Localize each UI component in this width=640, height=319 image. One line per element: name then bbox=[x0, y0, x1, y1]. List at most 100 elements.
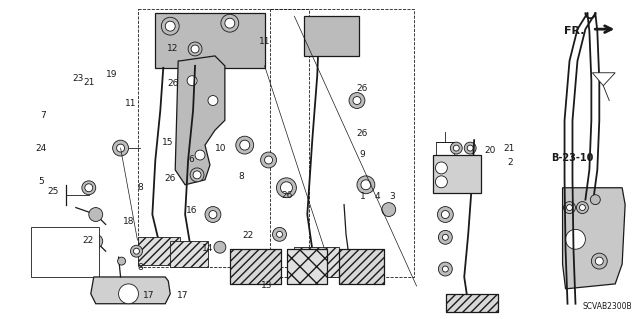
Text: 13: 13 bbox=[261, 281, 273, 291]
Text: 10: 10 bbox=[215, 144, 227, 153]
Text: 5: 5 bbox=[38, 176, 44, 186]
Circle shape bbox=[579, 204, 586, 211]
Bar bbox=[287, 249, 327, 284]
Circle shape bbox=[357, 176, 375, 194]
Text: 4: 4 bbox=[375, 192, 381, 201]
Text: 23: 23 bbox=[72, 74, 83, 83]
Circle shape bbox=[435, 162, 447, 174]
Circle shape bbox=[451, 142, 462, 154]
Text: 26: 26 bbox=[282, 191, 293, 200]
Bar bbox=[31, 227, 99, 277]
Circle shape bbox=[442, 266, 449, 272]
Bar bbox=[230, 249, 282, 284]
Circle shape bbox=[353, 97, 361, 105]
Text: 24: 24 bbox=[35, 144, 47, 153]
Bar bbox=[305, 16, 359, 56]
Text: 1: 1 bbox=[360, 192, 365, 201]
Bar bbox=[230, 249, 282, 284]
Bar bbox=[269, 9, 413, 277]
Text: 15: 15 bbox=[162, 137, 173, 147]
Circle shape bbox=[209, 211, 217, 219]
Text: 18: 18 bbox=[123, 217, 134, 226]
Circle shape bbox=[464, 142, 476, 154]
Text: 22: 22 bbox=[83, 236, 94, 245]
Text: 20: 20 bbox=[484, 145, 495, 154]
Circle shape bbox=[221, 14, 239, 32]
Text: 21: 21 bbox=[83, 78, 95, 86]
Circle shape bbox=[78, 244, 88, 254]
Circle shape bbox=[161, 17, 179, 35]
Text: 26: 26 bbox=[167, 79, 179, 88]
Circle shape bbox=[193, 171, 201, 179]
Circle shape bbox=[264, 156, 273, 164]
Text: 26: 26 bbox=[356, 84, 368, 93]
Bar bbox=[170, 241, 208, 267]
Bar bbox=[446, 294, 498, 312]
Circle shape bbox=[190, 168, 204, 182]
Circle shape bbox=[577, 202, 588, 213]
Text: 8: 8 bbox=[137, 263, 143, 271]
Circle shape bbox=[116, 144, 125, 152]
Circle shape bbox=[438, 230, 452, 244]
Text: 11: 11 bbox=[259, 37, 271, 46]
Polygon shape bbox=[593, 73, 615, 85]
Polygon shape bbox=[175, 56, 225, 185]
Circle shape bbox=[595, 257, 604, 265]
Text: 3: 3 bbox=[389, 192, 394, 201]
Circle shape bbox=[225, 18, 235, 28]
Text: 12: 12 bbox=[167, 44, 179, 53]
Bar bbox=[294, 247, 339, 277]
Text: 17: 17 bbox=[177, 291, 188, 300]
Circle shape bbox=[566, 229, 586, 249]
Text: 17: 17 bbox=[143, 291, 154, 300]
Text: 19: 19 bbox=[106, 70, 117, 78]
Text: 7: 7 bbox=[40, 111, 45, 120]
Circle shape bbox=[82, 181, 96, 195]
Circle shape bbox=[260, 152, 276, 168]
Bar bbox=[138, 237, 180, 265]
Circle shape bbox=[187, 76, 197, 85]
Circle shape bbox=[453, 145, 460, 151]
Circle shape bbox=[236, 136, 253, 154]
Circle shape bbox=[276, 178, 296, 198]
Circle shape bbox=[195, 150, 205, 160]
Circle shape bbox=[435, 176, 447, 188]
Circle shape bbox=[273, 227, 287, 241]
Bar bbox=[446, 294, 498, 312]
Circle shape bbox=[131, 245, 143, 257]
Text: 6: 6 bbox=[188, 155, 194, 164]
Text: SCVAB2300B: SCVAB2300B bbox=[582, 302, 632, 311]
Bar bbox=[138, 9, 309, 267]
Circle shape bbox=[208, 96, 218, 106]
Polygon shape bbox=[563, 188, 625, 289]
Circle shape bbox=[240, 140, 250, 150]
Circle shape bbox=[89, 234, 102, 248]
Circle shape bbox=[205, 207, 221, 222]
Circle shape bbox=[437, 207, 453, 222]
Text: 26: 26 bbox=[356, 129, 368, 138]
Bar bbox=[287, 249, 327, 284]
Circle shape bbox=[467, 145, 473, 151]
Circle shape bbox=[590, 195, 600, 204]
Circle shape bbox=[191, 45, 199, 53]
Circle shape bbox=[113, 140, 129, 156]
Polygon shape bbox=[91, 277, 170, 304]
Circle shape bbox=[165, 21, 175, 31]
Circle shape bbox=[442, 211, 449, 219]
Text: 8: 8 bbox=[239, 172, 244, 182]
Text: FR.: FR. bbox=[564, 26, 584, 36]
Text: 2: 2 bbox=[507, 158, 513, 167]
Text: 9: 9 bbox=[360, 150, 365, 159]
Circle shape bbox=[361, 180, 371, 190]
Circle shape bbox=[134, 248, 140, 254]
Circle shape bbox=[438, 262, 452, 276]
Text: 14: 14 bbox=[202, 243, 214, 253]
Circle shape bbox=[118, 284, 138, 304]
Circle shape bbox=[442, 234, 449, 240]
Circle shape bbox=[564, 202, 575, 213]
Circle shape bbox=[118, 257, 125, 265]
Bar bbox=[436, 142, 454, 167]
Circle shape bbox=[280, 182, 292, 194]
Text: 11: 11 bbox=[125, 99, 136, 108]
Circle shape bbox=[89, 208, 102, 221]
